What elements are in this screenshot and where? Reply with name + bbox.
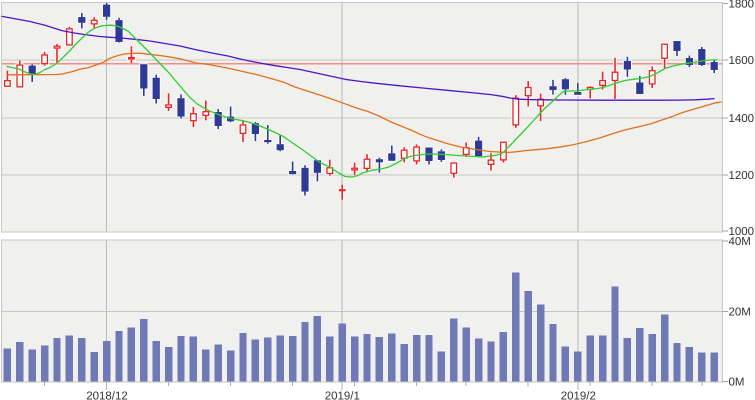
svg-text:2019/1: 2019/1 [325, 390, 360, 400]
svg-text:1200: 1200 [729, 170, 755, 182]
svg-text:2019/2: 2019/2 [561, 390, 596, 400]
svg-text:1400: 1400 [729, 113, 755, 125]
svg-text:0M: 0M [729, 377, 745, 389]
svg-text:40M: 40M [729, 236, 751, 248]
svg-text:2018/12: 2018/12 [86, 390, 128, 400]
svg-text:1800: 1800 [729, 0, 755, 11]
svg-text:1000: 1000 [729, 226, 755, 238]
svg-text:1600: 1600 [729, 55, 755, 67]
svg-text:20M: 20M [729, 306, 751, 318]
